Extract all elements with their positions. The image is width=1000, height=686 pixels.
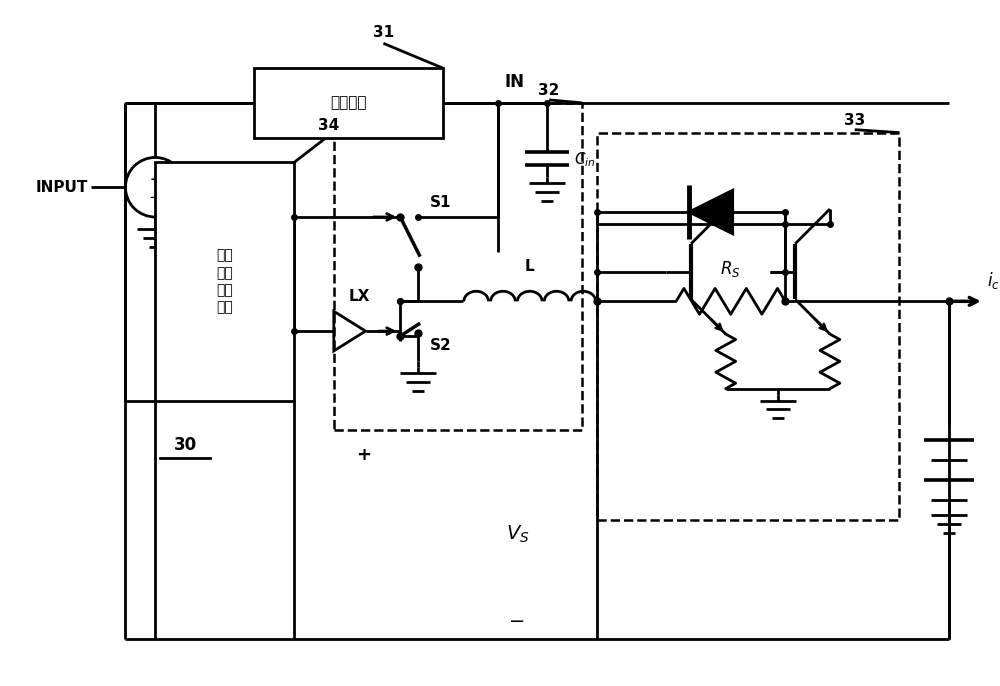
- Text: L: L: [525, 259, 535, 274]
- Text: 34: 34: [318, 117, 339, 132]
- Text: $R_S$: $R_S$: [720, 259, 741, 279]
- Text: 30: 30: [173, 436, 197, 454]
- Text: S2: S2: [430, 338, 452, 353]
- Text: +: +: [356, 446, 371, 464]
- Text: INPUT: INPUT: [36, 180, 88, 195]
- Bar: [334, 103, 582, 430]
- Text: LX: LX: [349, 289, 370, 304]
- Text: $C_{in}$: $C_{in}$: [574, 150, 596, 169]
- Text: S1: S1: [430, 195, 452, 210]
- Text: 33: 33: [844, 113, 865, 128]
- Bar: [597, 132, 899, 519]
- Text: −: −: [149, 189, 162, 204]
- Text: 32: 32: [538, 83, 560, 98]
- Text: 功率
转换
控制
电路: 功率 转换 控制 电路: [216, 248, 233, 314]
- Text: $V_S$: $V_S$: [506, 524, 529, 545]
- Text: IN: IN: [504, 73, 524, 91]
- Bar: [155, 163, 294, 401]
- Text: $i_c$: $i_c$: [987, 270, 1000, 292]
- Text: −: −: [509, 613, 526, 631]
- Polygon shape: [689, 190, 733, 234]
- Bar: [254, 68, 443, 138]
- Text: +: +: [150, 173, 161, 186]
- Text: 31: 31: [373, 25, 394, 40]
- Text: 隔离电路: 隔离电路: [330, 95, 367, 110]
